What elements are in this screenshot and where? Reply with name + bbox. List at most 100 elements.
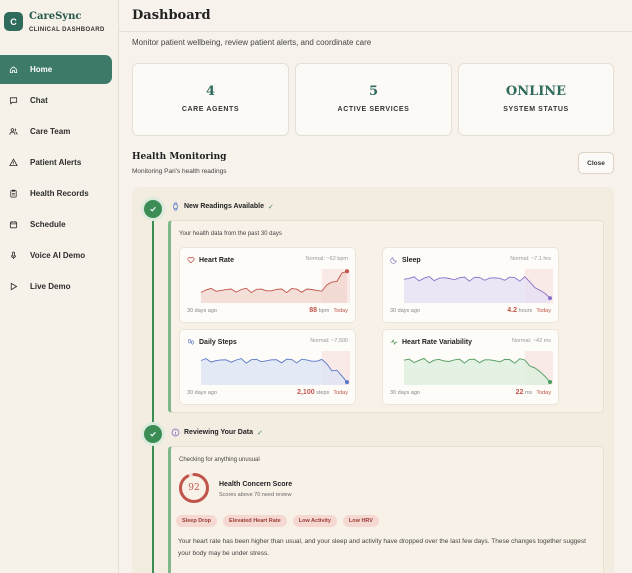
home-icon <box>8 65 18 75</box>
metric-sparkline <box>403 269 553 303</box>
stat-value: 5 <box>368 84 379 99</box>
close-button[interactable]: Close <box>578 152 614 174</box>
metric-name: Heart Rate Variability <box>402 338 473 346</box>
score-subtitle: Scores above 70 need review <box>219 492 292 498</box>
step-title-new-readings: New Readings Available ✓ <box>171 202 274 211</box>
sidebar-item-label: Live Demo <box>30 282 71 291</box>
sparkline-line <box>403 275 551 299</box>
sparkline-area <box>404 358 550 385</box>
metric-start-label: 30 days ago <box>187 390 217 396</box>
stat-card-care-agents: 4 CARE AGENTS <box>132 63 289 136</box>
metric-card-sleep[interactable]: Sleep Normal: ~7.1 hrs 30 days ago 4.2 h… <box>382 247 559 323</box>
metric-end-label: Today <box>536 308 551 314</box>
metric-current: 4.2 hours Today <box>507 307 551 314</box>
sidebar-nav: Home Chat Care Team Patient Alerts Healt… <box>0 54 119 302</box>
metric-current: 88 bpm Today <box>309 307 348 314</box>
sidebar-item-home[interactable]: Home <box>0 55 112 84</box>
score-ring <box>179 473 209 503</box>
step-title-text: New Readings Available <box>184 203 265 210</box>
step-complete-icon <box>144 200 162 218</box>
score-title: Health Concern Score <box>219 481 293 488</box>
sidebar-item-label: Schedule <box>30 220 66 229</box>
stat-card-active-services: 5 ACTIVE SERVICES <box>295 63 452 136</box>
check-icon: ✓ <box>256 429 263 437</box>
sidebar-item-schedule[interactable]: Schedule <box>0 209 119 240</box>
sidebar-item-care-team[interactable]: Care Team <box>0 116 119 147</box>
metric-end-label: Today <box>333 308 348 314</box>
calendar-icon <box>8 220 18 230</box>
sparkline-line <box>200 358 348 383</box>
sparkline-line <box>403 357 551 383</box>
alert-icon <box>8 158 18 168</box>
step-title-reviewing: Reviewing Your Data ✓ <box>171 428 263 437</box>
sidebar-item-label: Health Records <box>30 189 89 198</box>
chat-icon <box>8 96 18 106</box>
metric-sparkline <box>403 351 553 385</box>
moon-icon <box>390 256 398 264</box>
sidebar-item-patient-alerts[interactable]: Patient Alerts <box>0 147 119 178</box>
sparkline-area <box>201 271 347 303</box>
metric-unit: ms <box>524 390 533 396</box>
sparkline-line <box>200 270 348 294</box>
logo: C <box>4 12 23 31</box>
sparkline-endpoint <box>548 296 552 301</box>
page-description: Monitor patient wellbeing, review patien… <box>132 38 372 47</box>
tag-elevated-heart-rate: Elevated Heart Rate <box>223 515 287 527</box>
metric-normal: Normal: ~42 ms <box>512 338 551 344</box>
stat-label: SYSTEM STATUS <box>503 106 569 113</box>
play-icon <box>8 282 18 292</box>
metric-start-label: 30 days ago <box>390 308 420 314</box>
heart-icon <box>187 256 195 264</box>
sidebar-item-chat[interactable]: Chat <box>0 85 119 116</box>
metric-sparkline <box>200 269 350 303</box>
metric-value: 22 <box>515 389 524 396</box>
metric-start-label: 30 days ago <box>187 308 217 314</box>
sidebar-item-voice-ai-demo[interactable]: Voice AI Demo <box>0 240 119 271</box>
metric-card-heart-rate[interactable]: Heart Rate Normal: ~62 bpm 30 days ago 8… <box>179 247 356 323</box>
metric-value: 2,100 <box>297 389 315 396</box>
sparkline-endpoint <box>345 380 349 385</box>
people-icon <box>8 127 18 137</box>
sidebar: C CareSync CLINICAL DASHBOARD Home Chat … <box>0 0 119 573</box>
footsteps-icon <box>187 338 195 346</box>
check-icon: ✓ <box>268 203 274 211</box>
stat-value: ONLINE <box>505 84 567 99</box>
tag-low-activity: Low Activity <box>292 515 337 527</box>
metric-unit: hours <box>518 308 533 314</box>
stat-value: 4 <box>205 84 216 99</box>
metric-normal: Normal: ~7,500 <box>310 338 348 344</box>
sparkline-area <box>201 358 347 385</box>
metric-name: Sleep <box>402 256 421 264</box>
sparkline-endpoint <box>548 380 552 385</box>
metric-current: 2,100 steps Today <box>297 389 348 396</box>
metric-current: 22 ms Today <box>516 389 551 396</box>
stat-card-system-status: ONLINE SYSTEM STATUS <box>458 63 614 136</box>
metric-normal: Normal: ~62 bpm <box>305 256 348 262</box>
sparkline-area <box>404 276 550 303</box>
metric-card-daily-steps[interactable]: Daily Steps Normal: ~7,500 30 days ago 2… <box>179 329 356 405</box>
step-complete-icon <box>144 425 162 443</box>
score-value: 92 <box>188 483 200 493</box>
explanation-text: Your heart rate has been higher than usu… <box>178 538 586 557</box>
microphone-icon <box>8 251 18 261</box>
sidebar-item-label: Care Team <box>30 127 71 136</box>
sidebar-item-label: Chat <box>30 96 48 105</box>
watch-icon <box>171 202 180 211</box>
metric-value: 88 <box>309 307 318 314</box>
metric-end-label: Today <box>536 390 551 396</box>
health-monitoring-title: Health Monitoring <box>132 152 227 162</box>
concern-tags: Sleep Drop Elevated Heart Rate Low Activ… <box>176 515 385 527</box>
brand[interactable]: C CareSync CLINICAL DASHBOARD <box>4 11 116 37</box>
sidebar-item-label: Patient Alerts <box>30 158 82 167</box>
sparkline-endpoint <box>345 269 349 274</box>
metric-name: Heart Rate <box>199 256 235 264</box>
brand-subtitle: CLINICAL DASHBOARD <box>29 27 105 33</box>
timeline-line <box>152 218 154 573</box>
header-divider <box>119 31 632 32</box>
pulse-icon <box>390 338 398 346</box>
metric-card-hrv[interactable]: Heart Rate Variability Normal: ~42 ms 30… <box>382 329 559 405</box>
sidebar-item-health-records[interactable]: Health Records <box>0 178 119 209</box>
sidebar-item-live-demo[interactable]: Live Demo <box>0 271 119 302</box>
step-title-text: Reviewing Your Data <box>184 429 253 436</box>
health-monitoring-subtitle: Monitoring Pari's health readings <box>132 168 227 175</box>
